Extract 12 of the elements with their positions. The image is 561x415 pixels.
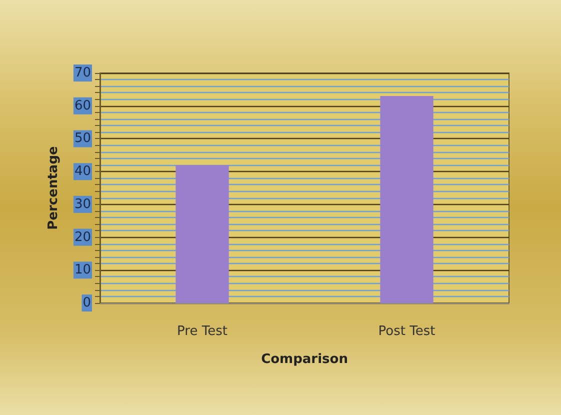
y-tick-label: 20: [74, 230, 91, 245]
y-axis-title: Percentage: [46, 146, 61, 230]
y-tick-label: 70: [74, 66, 91, 80]
y-tick-label: 10: [74, 262, 91, 278]
y-tick-label: 40: [74, 164, 91, 180]
y-tick-label: 30: [74, 196, 91, 212]
x-tick-label: Post Test: [378, 324, 436, 339]
x-axis-title: Comparison: [261, 352, 348, 367]
y-tick-label: 50: [74, 131, 91, 146]
y-tick-label: 0: [82, 296, 91, 310]
y-tick-label: 60: [74, 98, 91, 114]
x-tick-label: Pre Test: [177, 324, 228, 339]
